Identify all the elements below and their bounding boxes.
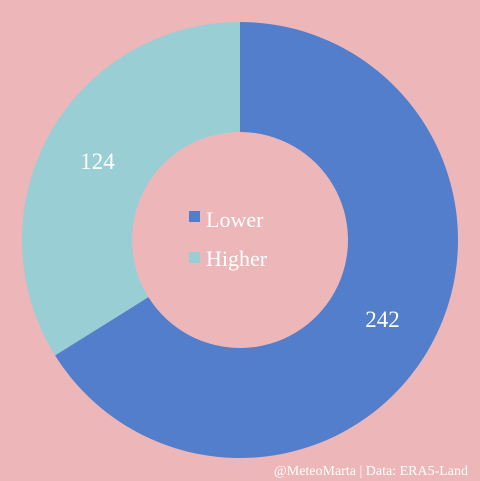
slice-labels-group: 242 124 (80, 149, 400, 332)
slice-value-label-higher: 124 (80, 149, 115, 174)
slice-value-label-lower: 242 (365, 307, 400, 332)
legend-swatch-lower (189, 211, 200, 222)
legend-swatch-higher (189, 252, 200, 263)
legend: Lower Higher (189, 207, 268, 271)
credit-text: @MeteoMarta | Data: ERA5-Land (274, 464, 468, 479)
legend-label-lower: Lower (206, 207, 264, 232)
slice-lower (55, 22, 459, 459)
slices-group (22, 22, 459, 459)
legend-label-higher: Higher (206, 246, 268, 271)
slice-higher (22, 22, 241, 356)
